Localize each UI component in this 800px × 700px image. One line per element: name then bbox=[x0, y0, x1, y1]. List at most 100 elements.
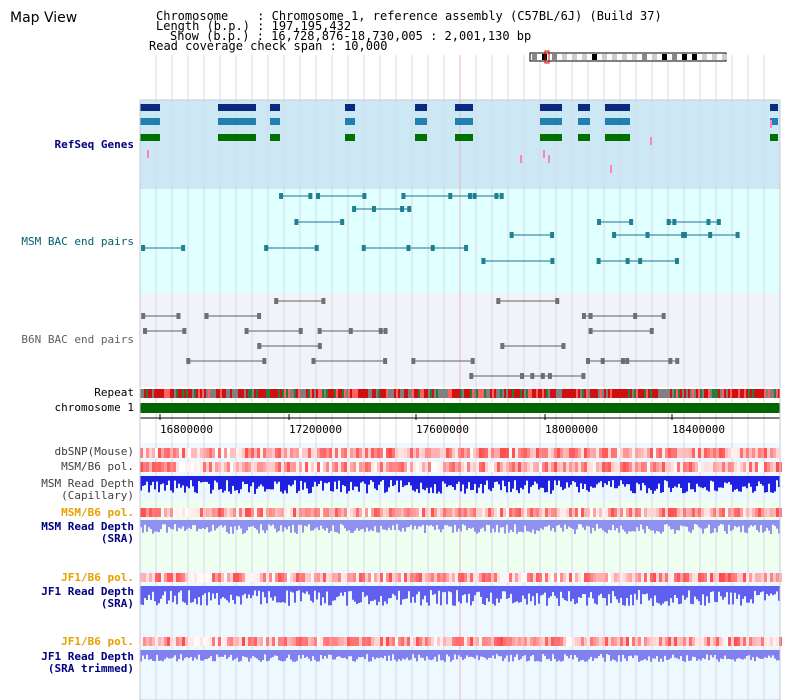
dbsnp-cell bbox=[356, 448, 359, 458]
msm-depth-capillary-bar bbox=[506, 476, 508, 493]
axis-tick-label: 18000000 bbox=[545, 423, 598, 436]
track-label-msm-depth-sra[interactable]: MSM Read Depth bbox=[41, 520, 134, 533]
jf1-depth-trimmed-bar bbox=[144, 650, 146, 660]
dbsnp-cell bbox=[590, 448, 593, 458]
track-label-msm-pol-2[interactable]: MSM/B6 pol. bbox=[61, 506, 134, 519]
jf1-depth-trimmed-bar bbox=[358, 650, 360, 658]
msm-depth-sra-bar bbox=[378, 520, 380, 533]
jf1-depth-sra-bar bbox=[146, 586, 148, 600]
msm-pol-cell bbox=[425, 462, 428, 472]
repeat-segment bbox=[650, 389, 652, 398]
msm-depth-capillary-bar bbox=[684, 476, 686, 493]
repeat-segment bbox=[524, 389, 526, 398]
msm-depth-capillary-bar bbox=[168, 476, 170, 481]
jf1-pol-cell bbox=[689, 573, 692, 582]
jf1-depth-sra-bar bbox=[162, 586, 164, 596]
jf1-depth-trimmed-bar bbox=[292, 650, 294, 662]
jf1-depth-sra-bar bbox=[264, 586, 266, 598]
track-label-jf1-depth-sra[interactable]: JF1 Read Depth bbox=[41, 585, 134, 598]
jf1-depth-sra-bar bbox=[696, 586, 698, 600]
repeat-segment bbox=[778, 389, 780, 398]
jf1-pol-cell bbox=[683, 573, 686, 582]
jf1-depth-sra-bar bbox=[384, 586, 386, 602]
track-label-b6n-bac[interactable]: B6N BAC end pairs bbox=[21, 333, 134, 346]
msm-depth-capillary-bar bbox=[708, 476, 710, 492]
msm-depth-capillary-bar bbox=[406, 476, 408, 486]
msm-pol-cell bbox=[233, 508, 236, 517]
track-label-dbsnp[interactable]: dbSNP(Mouse) bbox=[54, 445, 134, 458]
jf1-depth-trimmed-bar bbox=[164, 650, 166, 660]
ideogram-band bbox=[582, 54, 587, 60]
jf1-depth-trimmed-bar bbox=[618, 650, 620, 656]
msm-depth-capillary-bar bbox=[182, 476, 184, 486]
dbsnp-cell bbox=[398, 448, 401, 458]
jf1-depth-sra-bar bbox=[168, 586, 170, 601]
msm-depth-capillary-bar bbox=[452, 476, 454, 488]
msm-pol-cell bbox=[245, 508, 248, 517]
jf1-pol-cell bbox=[623, 573, 626, 582]
repeat-segment bbox=[372, 389, 374, 398]
dbsnp-cell bbox=[707, 448, 710, 458]
jf1-pol-cell bbox=[605, 573, 608, 582]
msm-pol-cell bbox=[314, 462, 317, 472]
jf1-pol-cell bbox=[191, 637, 194, 646]
jf1-depth-sra-bar bbox=[726, 586, 728, 593]
jf1-pol-cell bbox=[656, 637, 659, 646]
msm-depth-sra-bar bbox=[326, 520, 328, 528]
dbsnp-cell bbox=[581, 448, 584, 458]
dbsnp-cell bbox=[482, 448, 485, 458]
repeat-segment bbox=[328, 389, 330, 398]
msm-pol-cell bbox=[575, 462, 578, 472]
repeat-segment bbox=[444, 389, 446, 398]
repeat-segment bbox=[502, 389, 504, 398]
track-label-msm-bac[interactable]: MSM BAC end pairs bbox=[21, 235, 134, 248]
jf1-pol-cell bbox=[764, 637, 767, 646]
bac-end-marker bbox=[735, 232, 740, 238]
track-label-msm-pol-1[interactable]: MSM/B6 pol. bbox=[61, 460, 134, 473]
jf1-pol-cell bbox=[266, 573, 269, 582]
jf1-depth-sra-bar bbox=[438, 586, 440, 591]
jf1-pol-cell bbox=[617, 637, 620, 646]
jf1-pol-cell bbox=[701, 573, 704, 582]
track-label-jf1-pol-2[interactable]: JF1/B6 pol. bbox=[61, 635, 134, 648]
track-label-refseq[interactable]: RefSeq Genes bbox=[54, 138, 134, 151]
jf1-depth-trimmed-bar bbox=[484, 650, 486, 658]
dbsnp-cell bbox=[635, 448, 638, 458]
jf1-depth-sra-bar bbox=[700, 586, 702, 605]
jf1-pol-cell bbox=[473, 573, 476, 582]
jf1-depth-trimmed-bar bbox=[450, 650, 452, 662]
track-label-jf1-pol-1[interactable]: JF1/B6 pol. bbox=[61, 571, 134, 584]
track-label-jf1-depth-trim[interactable]: JF1 Read Depth bbox=[41, 650, 134, 663]
gene-feature bbox=[605, 134, 630, 141]
jf1-pol-cell bbox=[596, 637, 599, 646]
jf1-depth-sra-bar bbox=[432, 586, 434, 595]
msm-depth-sra-bar bbox=[304, 520, 306, 526]
msm-pol-cell bbox=[248, 508, 251, 517]
jf1-depth-trimmed-bar bbox=[664, 650, 666, 656]
msm-pol-cell bbox=[437, 462, 440, 472]
msm-depth-sra-bar bbox=[522, 520, 524, 533]
msm-pol-cell bbox=[149, 508, 152, 517]
jf1-depth-sra-bar bbox=[746, 586, 748, 603]
jf1-depth-sra-bar bbox=[178, 586, 180, 593]
jf1-depth-trimmed-bar bbox=[512, 650, 514, 662]
repeat-segment bbox=[474, 389, 476, 398]
jf1-pol-cell bbox=[659, 573, 662, 582]
jf1-pol-cell bbox=[170, 637, 173, 646]
jf1-depth-sra-bar bbox=[644, 586, 646, 595]
jf1-depth-sra-bar bbox=[446, 586, 448, 605]
jf1-depth-sra-bar bbox=[476, 586, 478, 593]
jf1-pol-cell bbox=[566, 573, 569, 582]
dbsnp-cell bbox=[449, 448, 452, 458]
msm-depth-capillary-bar bbox=[224, 476, 226, 491]
repeat-segment bbox=[522, 389, 524, 398]
msm-depth-sra-bar bbox=[446, 520, 448, 526]
dbsnp-cell bbox=[515, 448, 518, 458]
jf1-depth-trimmed-bar bbox=[184, 650, 186, 658]
dbsnp-cell bbox=[146, 448, 149, 458]
repeat-segment bbox=[646, 389, 648, 398]
jf1-depth-trimmed-bar bbox=[708, 650, 710, 661]
dbsnp-cell bbox=[359, 448, 362, 458]
track-label-msm-depth-cap[interactable]: MSM Read Depth bbox=[41, 477, 134, 490]
